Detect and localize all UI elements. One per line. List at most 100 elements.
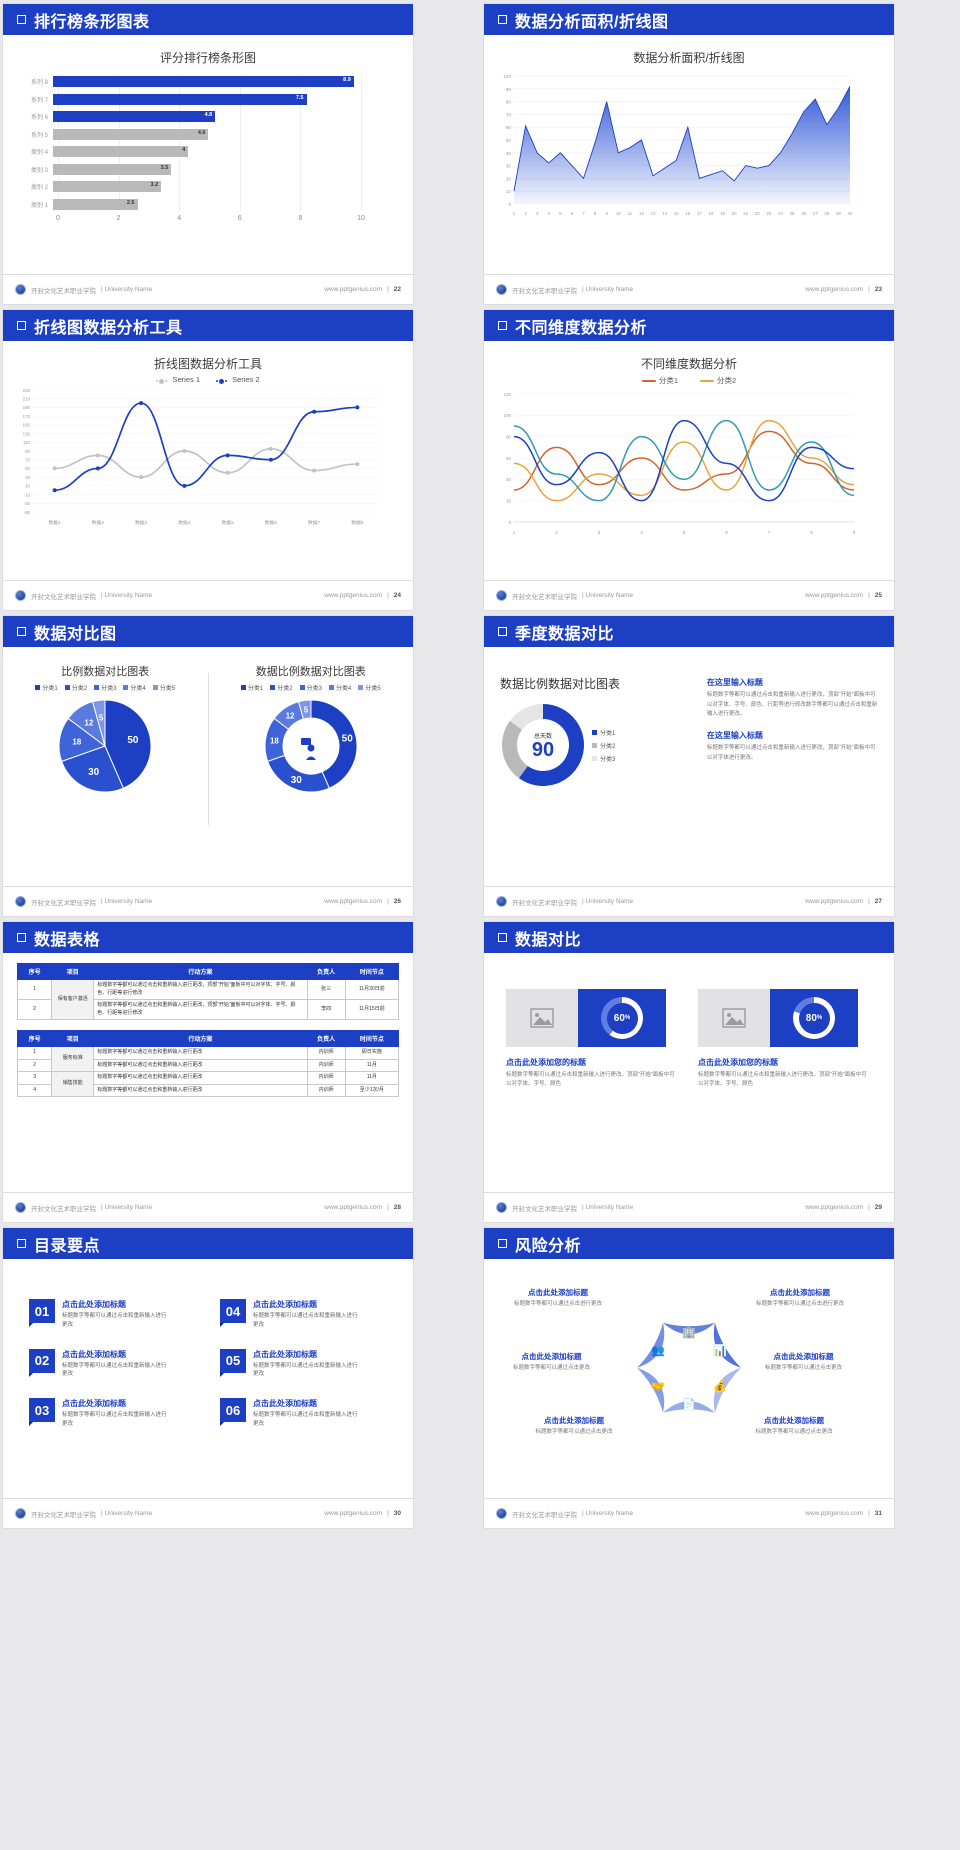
catalog-item[interactable]: 05 点击此处添加标题 标题数字等都可以通过点击和重新输入进行更改 [220, 1348, 387, 1380]
legend-item[interactable]: 分类2 [270, 683, 293, 692]
table-cell: 11月 [344, 1058, 400, 1072]
text-body: 标题数字等都可以通过点击和重新输入进行更改，顶部“开始”面板中可以对字体、字号、… [706, 692, 878, 718]
bar-row[interactable]: 类别 4 4 [9, 144, 391, 159]
svg-text:👥: 👥 [651, 1345, 665, 1357]
risk-item[interactable]: 点击此处添加标题 标题数字等都可以通过点击更改 [734, 1415, 854, 1436]
footer-sep: | [387, 1204, 389, 1211]
risk-item[interactable]: 点击此处添加标题 标题数字等都可以通过点击更改 [514, 1415, 634, 1436]
data-table-2[interactable]: 序号 项目 行动方案 负责人 时间节点 1 服务标准 标题数字等都可以通过点击和重新输入进行更… [16, 1030, 400, 1097]
text-heading: 在这里输入标题 [706, 730, 763, 740]
table-cell: 标题数字等都可以通过点击和重新输入进行更改 [93, 1083, 308, 1097]
footer-org: 开封文化艺术职业学院 [512, 593, 577, 601]
legend-item-series2[interactable]: Series 2 [216, 375, 260, 384]
legend-item-series1[interactable]: Series 1 [156, 375, 200, 384]
slide-footer: 开封文化艺术职业学院 | University Name www.pptgeni… [484, 274, 894, 304]
risk-item[interactable]: 点击此处添加标题 标题数字等都可以通过点击更改 [494, 1351, 609, 1372]
legend-item[interactable]: 分类1 [592, 728, 615, 737]
bar-row[interactable]: 系列 7 7.5 [9, 92, 391, 107]
legend-item-cat1[interactable]: 分类1 [641, 375, 678, 386]
svg-text:50: 50 [25, 466, 30, 471]
bar-row[interactable]: 类别 2 3.2 [9, 179, 391, 194]
svg-text:2: 2 [524, 211, 527, 216]
square-bullet-icon [498, 1239, 507, 1248]
bar-row[interactable]: 系列 5 4.6 [9, 127, 391, 142]
footer-sub: | University Name [101, 592, 153, 599]
catalog-item[interactable]: 04 点击此处添加标题 标题数字等都可以通过点击和重新输入进行更改 [220, 1299, 387, 1330]
svg-text:-30: -30 [24, 501, 31, 506]
catalog-heading: 点击此处添加标题 [253, 1349, 317, 1359]
table-row[interactable]: 1 服务标准 标题数字等都可以通过点击和重新输入进行更改 内训师 即日实施 [16, 1046, 400, 1072]
legend-item-cat2[interactable]: 分类2 [700, 375, 736, 386]
pie-chart: 50 30 18 12 5 [3, 698, 208, 794]
slide-ranking-bar-chart[interactable]: 排行榜条形图表 评分排行榜条形图 系列 8 8.9 系列 7 7.5 系列 6 4.8 系列… [3, 4, 413, 304]
svg-text:80: 80 [506, 100, 512, 105]
footer-url: www.pptgenius.com [324, 1510, 383, 1517]
table-cell: 内训师 [306, 1071, 346, 1085]
slide-data-table[interactable]: 数据表格 序号 项目 行动方案 负责人 时间节点 1 保有客户激活 标题数字等都可以通过点击和… [3, 922, 413, 1222]
bar-value: 3.2 [150, 182, 159, 188]
risk-heading: 点击此处添加标题 [773, 1352, 834, 1361]
slide-data-comparison-pies[interactable]: 数据对比图 比例数据对比图表 分类1 分类2 分类3 分类4 分类5 50 30 18 12 5… [3, 616, 413, 916]
svg-text:20: 20 [506, 176, 512, 181]
slide-title: 季度数据对比 [515, 625, 615, 643]
catalog-item[interactable]: 02 点击此处添加标题 标题数字等都可以通过点击和重新输入进行更改 [29, 1348, 196, 1380]
legend-item[interactable]: 分类1 [240, 683, 263, 692]
catalog-item[interactable]: 06 点击此处添加标题 标题数字等都可以通过点击和重新输入进行更改 [220, 1398, 387, 1429]
catalog-heading: 点击此处添加标题 [62, 1349, 126, 1359]
legend-item[interactable]: 分类3 [299, 683, 322, 692]
slide-title-bar: 数据对比 [484, 922, 894, 953]
legend-item[interactable]: 分类3 [94, 683, 116, 692]
slide-risk-analysis[interactable]: 风险分析 💰 📄 🤝 👥 🏢 📊 点击此处添加标题 标题数字等都可以通过点击进行更改 点击此处… [484, 1228, 894, 1528]
bar-row[interactable]: 系列 8 8.9 [9, 74, 391, 89]
legend-item[interactable]: 分类4 [123, 683, 146, 692]
svg-text:50: 50 [506, 138, 512, 143]
footer-url: www.pptgenius.com [324, 592, 383, 599]
chart-legend: 分类1 分类2 [484, 375, 894, 386]
catalog-number: 01 [29, 1299, 55, 1327]
risk-heading: 点击此处添加标题 [528, 1288, 588, 1297]
risk-item[interactable]: 点击此处添加标题 标题数字等都可以通过点击进行更改 [498, 1287, 618, 1308]
table-row[interactable]: 2 标题数字等都可以通过点击和重新输入进行更改，顶部“开始”面板中可以对字体、字号… [16, 999, 400, 1020]
image-placeholder [506, 989, 578, 1047]
table-row[interactable]: 1 保有客户激活 标题数字等都可以通过点击和重新输入进行更改，顶部“开始”面板中可以… [16, 979, 400, 1020]
bar-row[interactable]: 系列 6 4.8 [9, 109, 391, 124]
legend-item[interactable]: 分类1 [35, 683, 58, 692]
data-table-1[interactable]: 序号 项目 行动方案 负责人 时间节点 1 保有客户激活 标题数字等都可以通过点击和重新输入进… [16, 963, 400, 1020]
slide-data-compare-percent[interactable]: 数据对比 60% 点击此处添加您的标题 [484, 922, 894, 1222]
legend-item[interactable]: 分类2 [592, 741, 615, 750]
footer-sub: | University Name [101, 286, 153, 293]
slide-catalog-points[interactable]: 目录要点 01 点击此处添加标题 标题数字等都可以通过点击和重新输入进行更改 04 点击… [3, 1228, 413, 1528]
svg-text:7: 7 [582, 211, 585, 216]
slide-multidimension-analysis[interactable]: 不同维度数据分析 不同维度数据分析 分类1 分类2 0 20 40 60 80 100 12… [484, 310, 894, 610]
legend-item[interactable]: 分类4 [328, 683, 351, 692]
catalog-item[interactable]: 01 点击此处添加标题 标题数字等都可以通过点击和重新输入进行更改 [29, 1299, 196, 1330]
svg-text:150: 150 [23, 423, 31, 428]
table-row[interactable]: 4 标题数字等都可以通过点击和重新输入进行更改 内训师 至少1次/月 [16, 1083, 400, 1097]
catalog-item[interactable]: 03 点击此处添加标题 标题数字等都可以通过点击和重新输入进行更改 [29, 1398, 196, 1429]
image-placeholder-icon [722, 1008, 746, 1028]
risk-body: 标题数字等都可以通过点击更改 [755, 1429, 833, 1435]
risk-body: 标题数字等都可以通过点击更改 [512, 1365, 590, 1371]
square-bullet-icon [498, 321, 507, 330]
chart-title: 数据分析面积/折线图 [633, 51, 745, 65]
legend-item[interactable]: 分类2 [64, 683, 87, 692]
divider [207, 673, 209, 825]
legend-item[interactable]: 分类5 [358, 683, 381, 692]
slide-area-line-chart[interactable]: 数据分析面积/折线图 数据分析面积/折线图 0 10 20 30 40 50 60 70 80 9… [484, 4, 894, 304]
legend-item[interactable]: 分类5 [152, 683, 175, 692]
bar-row[interactable]: 类别 1 2.5 [9, 197, 391, 212]
slide-line-chart-tool[interactable]: 折线图数据分析工具 折线图数据分析工具 Series 1 Series 2 23… [3, 310, 413, 610]
svg-text:23: 23 [766, 211, 771, 216]
svg-text:14: 14 [662, 211, 667, 216]
risk-item[interactable]: 点击此处添加标题 标题数字等都可以通过点击进行更改 [740, 1287, 860, 1308]
table-row[interactable]: 3 销售技能 标题数字等都可以通过点击和重新输入进行更改 内训师 11月 [16, 1071, 400, 1097]
bar-row[interactable]: 类别 3 3.5 [9, 162, 391, 177]
risk-item[interactable]: 点击此处添加标题 标题数字等都可以通过点击更改 [746, 1351, 861, 1372]
bar-value: 4.6 [197, 129, 206, 136]
legend-item[interactable]: 分类3 [592, 754, 615, 763]
slide-quarterly-comparison[interactable]: 季度数据对比 数据比例数据对比图表 总天数 90 分类1 分类2 分类3 在这里输入标… [484, 616, 894, 916]
slide-title: 排行榜条形图表 [34, 13, 150, 31]
slide-title-bar: 不同维度数据分析 [484, 310, 894, 341]
page-number: 31 [874, 1510, 882, 1517]
svg-text:90: 90 [506, 87, 512, 92]
